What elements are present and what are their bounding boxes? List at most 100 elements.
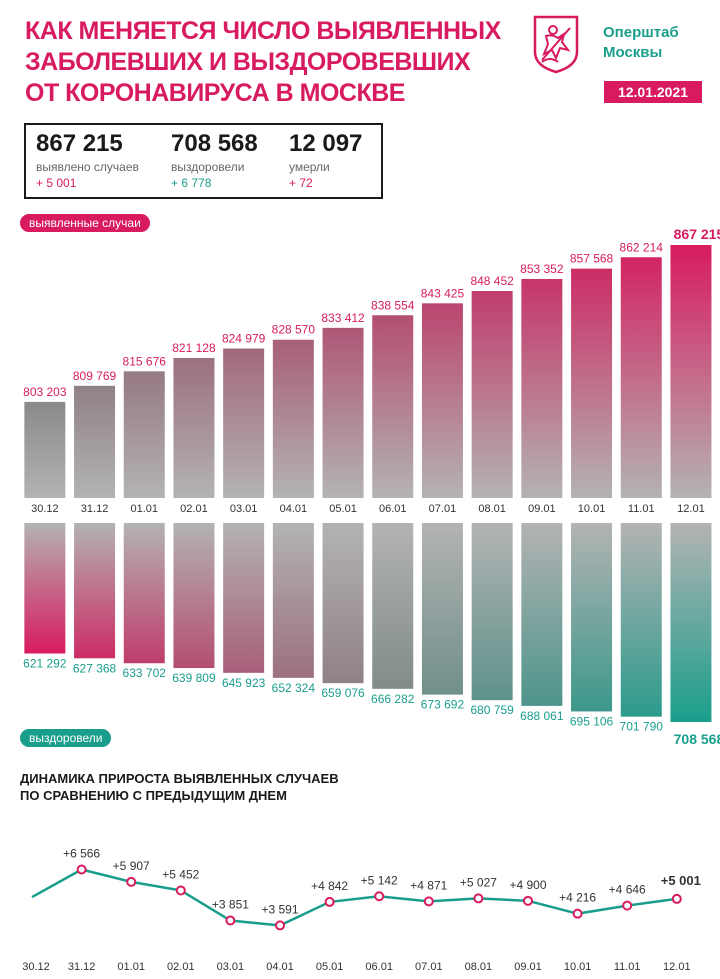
line-date-label: 06.01 (365, 961, 393, 973)
line-value-label: +5 142 (361, 873, 398, 887)
stat-value: 867 215 (36, 130, 123, 157)
stat-label: умерли (289, 160, 330, 174)
line-date-label: 09.01 (514, 961, 542, 973)
recovered-bar (322, 523, 364, 684)
title-line: ЗАБОЛЕВШИХ И ВЫЗДОРОВЕВШИХ (25, 48, 471, 76)
detected-bar (421, 303, 463, 498)
date-label: 11.01 (628, 503, 655, 515)
recovered-value-label: 645 923 (222, 676, 266, 690)
line-point (76, 864, 87, 875)
detected-bar (620, 257, 662, 498)
date-label: 07.01 (429, 503, 457, 515)
date-label: 10.01 (578, 503, 606, 515)
recovered-bar (372, 523, 414, 689)
line-value-label: +4 216 (559, 891, 596, 905)
detected-bar (471, 290, 513, 498)
line-value-label: +4 842 (311, 879, 348, 893)
line-date-label: 07.01 (415, 961, 443, 973)
line-value-label: +3 851 (212, 898, 249, 912)
recovered-bar (421, 523, 463, 695)
date-label: 04.01 (280, 503, 308, 515)
detected-bars (24, 245, 712, 498)
detected-value-label: 828 570 (272, 323, 316, 337)
date-label: 03.01 (230, 503, 258, 515)
line-value-label: +5 452 (162, 867, 199, 881)
detected-value-label: 838 554 (371, 298, 415, 312)
recovered-value-label: 659 076 (321, 686, 365, 700)
line-point (324, 896, 335, 907)
recovered-value-label: 627 368 (73, 661, 117, 675)
stat-label: выявлено случаев (36, 160, 139, 174)
line-value-labels: +6 566 +5 907 +5 452 +3 851 +3 591 +4 842 +5 1… (63, 847, 701, 917)
detected-value-label: 803 203 (23, 385, 67, 399)
line-date-label: 02.01 (167, 961, 195, 973)
recovered-bar (471, 523, 513, 701)
bar-chart: 803 203 809 769 815 676 821 128 824 979 828 5… (23, 226, 720, 747)
detected-value-label: 853 352 (520, 262, 564, 276)
detected-value-label: 815 676 (123, 354, 167, 368)
line-value-label: +3 591 (261, 902, 298, 916)
detected-value-label: 862 214 (620, 240, 664, 254)
detected-value-label: 809 769 (73, 369, 117, 383)
line-date-label: 03.01 (217, 961, 245, 973)
recovered-value-label: 701 790 (620, 720, 664, 734)
detected-bar (372, 315, 414, 498)
detected-bar (272, 339, 314, 498)
detected-value-label: 824 979 (222, 332, 266, 346)
line-point (473, 893, 484, 904)
line-value-label: +4 646 (609, 883, 646, 897)
line-chart: +6 566 +5 907 +5 452 +3 851 +3 591 +4 842 +5 1… (22, 847, 701, 973)
line-value-label: +5 027 (460, 875, 497, 889)
date-label: 09.01 (528, 503, 556, 515)
recovered-bar (571, 523, 613, 712)
stat-delta: + 72 (289, 176, 313, 190)
line-date-label: 31.12 (68, 961, 96, 973)
recovered-value-label: 708 568 (674, 731, 720, 747)
detected-bar (571, 268, 613, 498)
date-label: 12.01 (677, 503, 705, 515)
line-value-label: +6 566 (63, 847, 100, 861)
line-value-label: +5 001 (661, 873, 701, 888)
detected-value-label: 843 425 (421, 286, 465, 300)
line-point (523, 895, 533, 906)
recovered-value-label: 673 692 (421, 698, 465, 712)
recovered-value-label: 652 324 (272, 681, 316, 695)
line-series (31, 868, 677, 927)
line-point (374, 891, 385, 902)
line-date-label: 05.01 (316, 961, 344, 973)
detected-value-label: 867 215 (674, 226, 720, 242)
date-labels: 30.12 31.12 01.01 02.01 03.01 04.01 05.01 06.01… (31, 503, 705, 515)
detected-bar (521, 278, 563, 498)
date-label: 30.12 (31, 503, 59, 515)
line-point (423, 896, 434, 907)
stat-value: 708 568 (171, 130, 258, 157)
date-label: 02.01 (180, 503, 208, 515)
stat-delta: + 6 778 (171, 176, 212, 190)
recovered-bar (74, 523, 116, 659)
detected-value-label: 821 128 (172, 341, 216, 355)
line-date-label: 12.01 (663, 961, 691, 973)
detected-bar (24, 401, 66, 498)
line-date-label: 11.01 (614, 961, 641, 973)
detected-series-label: выявленные случаи (20, 214, 150, 232)
line-point (126, 876, 137, 887)
recovered-series-label: выздоровели (20, 729, 112, 747)
line-point (275, 920, 285, 931)
date-label: 08.01 (478, 503, 506, 515)
recovered-value-label: 695 106 (570, 714, 614, 728)
line-point (671, 893, 682, 904)
stat-delta: + 5 001 (36, 176, 77, 190)
recovered-value-label: 639 809 (172, 671, 216, 685)
stat-deaths: 12 097 умерли + 72 (289, 129, 362, 191)
detected-value-label: 848 452 (470, 274, 514, 288)
date-label: 06.01 (379, 503, 407, 515)
recovered-value-label: 621 292 (23, 657, 67, 671)
recovered-value-label: 633 702 (123, 666, 167, 680)
line-date-label: 01.01 (117, 961, 145, 973)
recovered-bars (24, 523, 712, 722)
line-date-label: 04.01 (266, 961, 294, 973)
brand-line: Оперштаб (603, 24, 679, 41)
line-value-label: +4 871 (410, 878, 447, 892)
detected-bar (74, 385, 116, 498)
recovered-bar (620, 523, 662, 717)
